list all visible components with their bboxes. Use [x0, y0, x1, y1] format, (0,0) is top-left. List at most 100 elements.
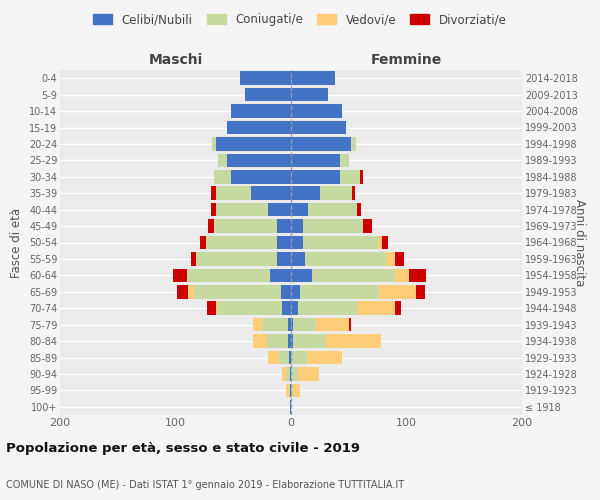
Bar [245, 88, 291, 102]
Bar [291, 72, 335, 85]
Bar [300, 285, 379, 298]
Bar [340, 170, 360, 183]
Bar [291, 154, 340, 167]
Bar [307, 351, 342, 364]
Bar [326, 334, 381, 348]
Bar [291, 236, 302, 249]
Bar [289, 384, 290, 397]
Bar [293, 318, 316, 332]
Bar [362, 220, 372, 233]
Bar [286, 367, 290, 380]
Bar [218, 154, 227, 167]
Bar [277, 220, 291, 233]
Bar [320, 186, 352, 200]
Bar [251, 186, 291, 200]
Bar [291, 367, 298, 380]
Bar [379, 285, 416, 298]
Bar [206, 302, 216, 315]
Bar [286, 384, 289, 397]
Bar [176, 285, 188, 298]
Bar [216, 186, 251, 200]
Bar [291, 285, 300, 298]
Bar [291, 170, 340, 183]
Text: Maschi: Maschi [148, 54, 203, 68]
Bar [316, 318, 349, 332]
Text: Femmine: Femmine [371, 54, 442, 68]
Bar [290, 384, 291, 397]
Bar [216, 137, 291, 150]
Bar [291, 88, 328, 102]
Bar [291, 302, 298, 315]
Bar [216, 302, 218, 315]
Y-axis label: Fasce di età: Fasce di età [10, 208, 23, 278]
Bar [382, 236, 388, 249]
Bar [312, 268, 395, 282]
Bar [270, 268, 291, 282]
Bar [277, 252, 291, 266]
Bar [173, 268, 187, 282]
Bar [212, 137, 216, 150]
Bar [291, 203, 308, 216]
Bar [340, 154, 349, 167]
Bar [409, 268, 426, 282]
Bar [211, 186, 216, 200]
Bar [227, 154, 291, 167]
Bar [298, 367, 319, 380]
Bar [289, 351, 291, 364]
Bar [281, 285, 291, 298]
Bar [282, 367, 286, 380]
Bar [357, 203, 361, 216]
Bar [188, 285, 194, 298]
Bar [194, 285, 281, 298]
Bar [196, 252, 277, 266]
Bar [253, 318, 262, 332]
Bar [291, 268, 312, 282]
Bar [291, 252, 305, 266]
Bar [351, 137, 356, 150]
Bar [291, 351, 307, 364]
Bar [262, 318, 287, 332]
Bar [200, 236, 206, 249]
Bar [291, 104, 342, 118]
Text: Popolazione per età, sesso e stato civile - 2019: Popolazione per età, sesso e stato civil… [6, 442, 360, 455]
Bar [302, 236, 377, 249]
Bar [253, 334, 267, 348]
Bar [291, 186, 320, 200]
Bar [302, 220, 362, 233]
Bar [268, 351, 280, 364]
Bar [352, 186, 355, 200]
Bar [290, 367, 291, 380]
Bar [287, 334, 291, 348]
Bar [291, 318, 293, 332]
Bar [293, 334, 326, 348]
Bar [282, 302, 291, 315]
Bar [291, 121, 346, 134]
Bar [231, 170, 291, 183]
Bar [206, 236, 277, 249]
Bar [214, 220, 277, 233]
Bar [208, 220, 214, 233]
Bar [291, 220, 302, 233]
Bar [305, 252, 386, 266]
Text: COMUNE DI NASO (ME) - Dati ISTAT 1° gennaio 2019 - Elaborazione TUTTITALIA.IT: COMUNE DI NASO (ME) - Dati ISTAT 1° genn… [6, 480, 404, 490]
Bar [211, 203, 216, 216]
Bar [280, 351, 289, 364]
Bar [240, 72, 291, 85]
Bar [293, 384, 300, 397]
Bar [267, 334, 287, 348]
Bar [218, 302, 282, 315]
Bar [291, 334, 293, 348]
Bar [287, 318, 291, 332]
Bar [395, 252, 404, 266]
Bar [216, 203, 268, 216]
Y-axis label: Anni di nascita: Anni di nascita [573, 199, 586, 286]
Bar [386, 252, 395, 266]
Bar [395, 268, 409, 282]
Legend: Celibi/Nubili, Coniugati/e, Vedovi/e, Divorziati/e: Celibi/Nubili, Coniugati/e, Vedovi/e, Di… [89, 8, 511, 31]
Bar [395, 302, 401, 315]
Bar [377, 236, 382, 249]
Bar [291, 137, 351, 150]
Bar [231, 104, 291, 118]
Bar [358, 302, 395, 315]
Bar [227, 121, 291, 134]
